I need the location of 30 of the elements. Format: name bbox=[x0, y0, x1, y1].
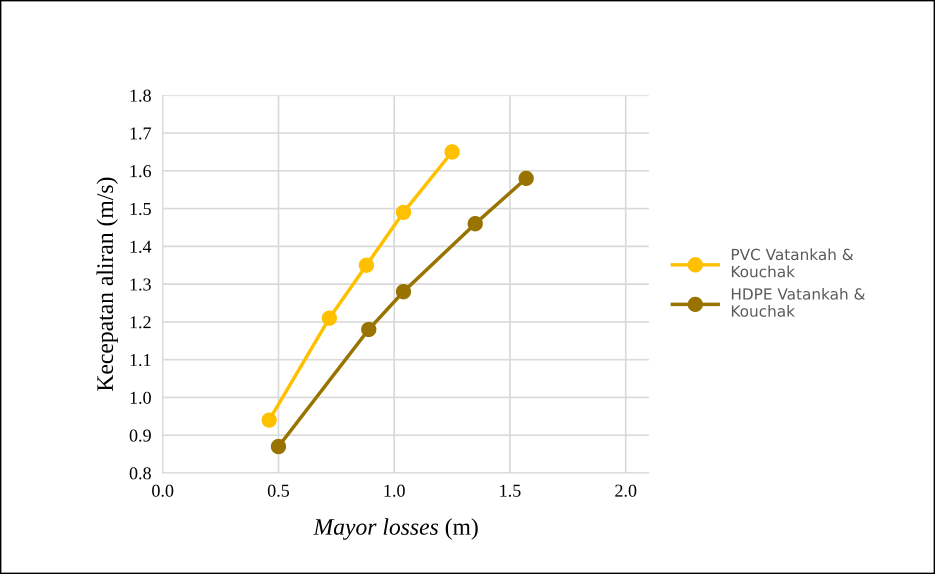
point bbox=[396, 284, 412, 300]
legend-label: HDPE Vatankah & Kouchak bbox=[732, 288, 865, 317]
y-tick-label: 1.3 bbox=[130, 278, 151, 291]
point bbox=[358, 258, 374, 273]
x-tick-label: 1.0 bbox=[384, 484, 405, 497]
legend-label: PVC Vatankah & Kouchak bbox=[732, 248, 854, 278]
x-tick-label: 2.0 bbox=[615, 484, 636, 497]
x-tick-label: 1.5 bbox=[500, 484, 521, 497]
y-tick-label: 1.0 bbox=[130, 392, 151, 404]
point bbox=[518, 170, 534, 186]
y-tick-label: 1.4 bbox=[130, 240, 152, 253]
y-tick-label: 0.9 bbox=[130, 429, 151, 442]
x-tick-label: 0.0 bbox=[152, 484, 174, 497]
y-tick-label: 1.6 bbox=[130, 165, 152, 178]
y-tick-label: 1.2 bbox=[130, 316, 151, 328]
point bbox=[444, 144, 460, 160]
point bbox=[468, 216, 483, 232]
y-axis-title: Kecepatan aliran (m/s) bbox=[96, 178, 118, 391]
point bbox=[322, 310, 338, 326]
point bbox=[262, 412, 277, 428]
y-tick-label: 1.1 bbox=[130, 354, 150, 366]
y-tick-label: 1.7 bbox=[130, 127, 152, 140]
point bbox=[270, 438, 286, 454]
x-axis-title: Mayor losses (m) bbox=[313, 518, 478, 540]
point bbox=[396, 204, 412, 220]
y-tick-label: 0.8 bbox=[130, 467, 151, 480]
x-tick-label: 0.5 bbox=[268, 484, 290, 497]
point bbox=[361, 322, 376, 338]
y-tick-label: 1.5 bbox=[130, 202, 151, 216]
y-tick-label: 1.8 bbox=[130, 90, 151, 102]
